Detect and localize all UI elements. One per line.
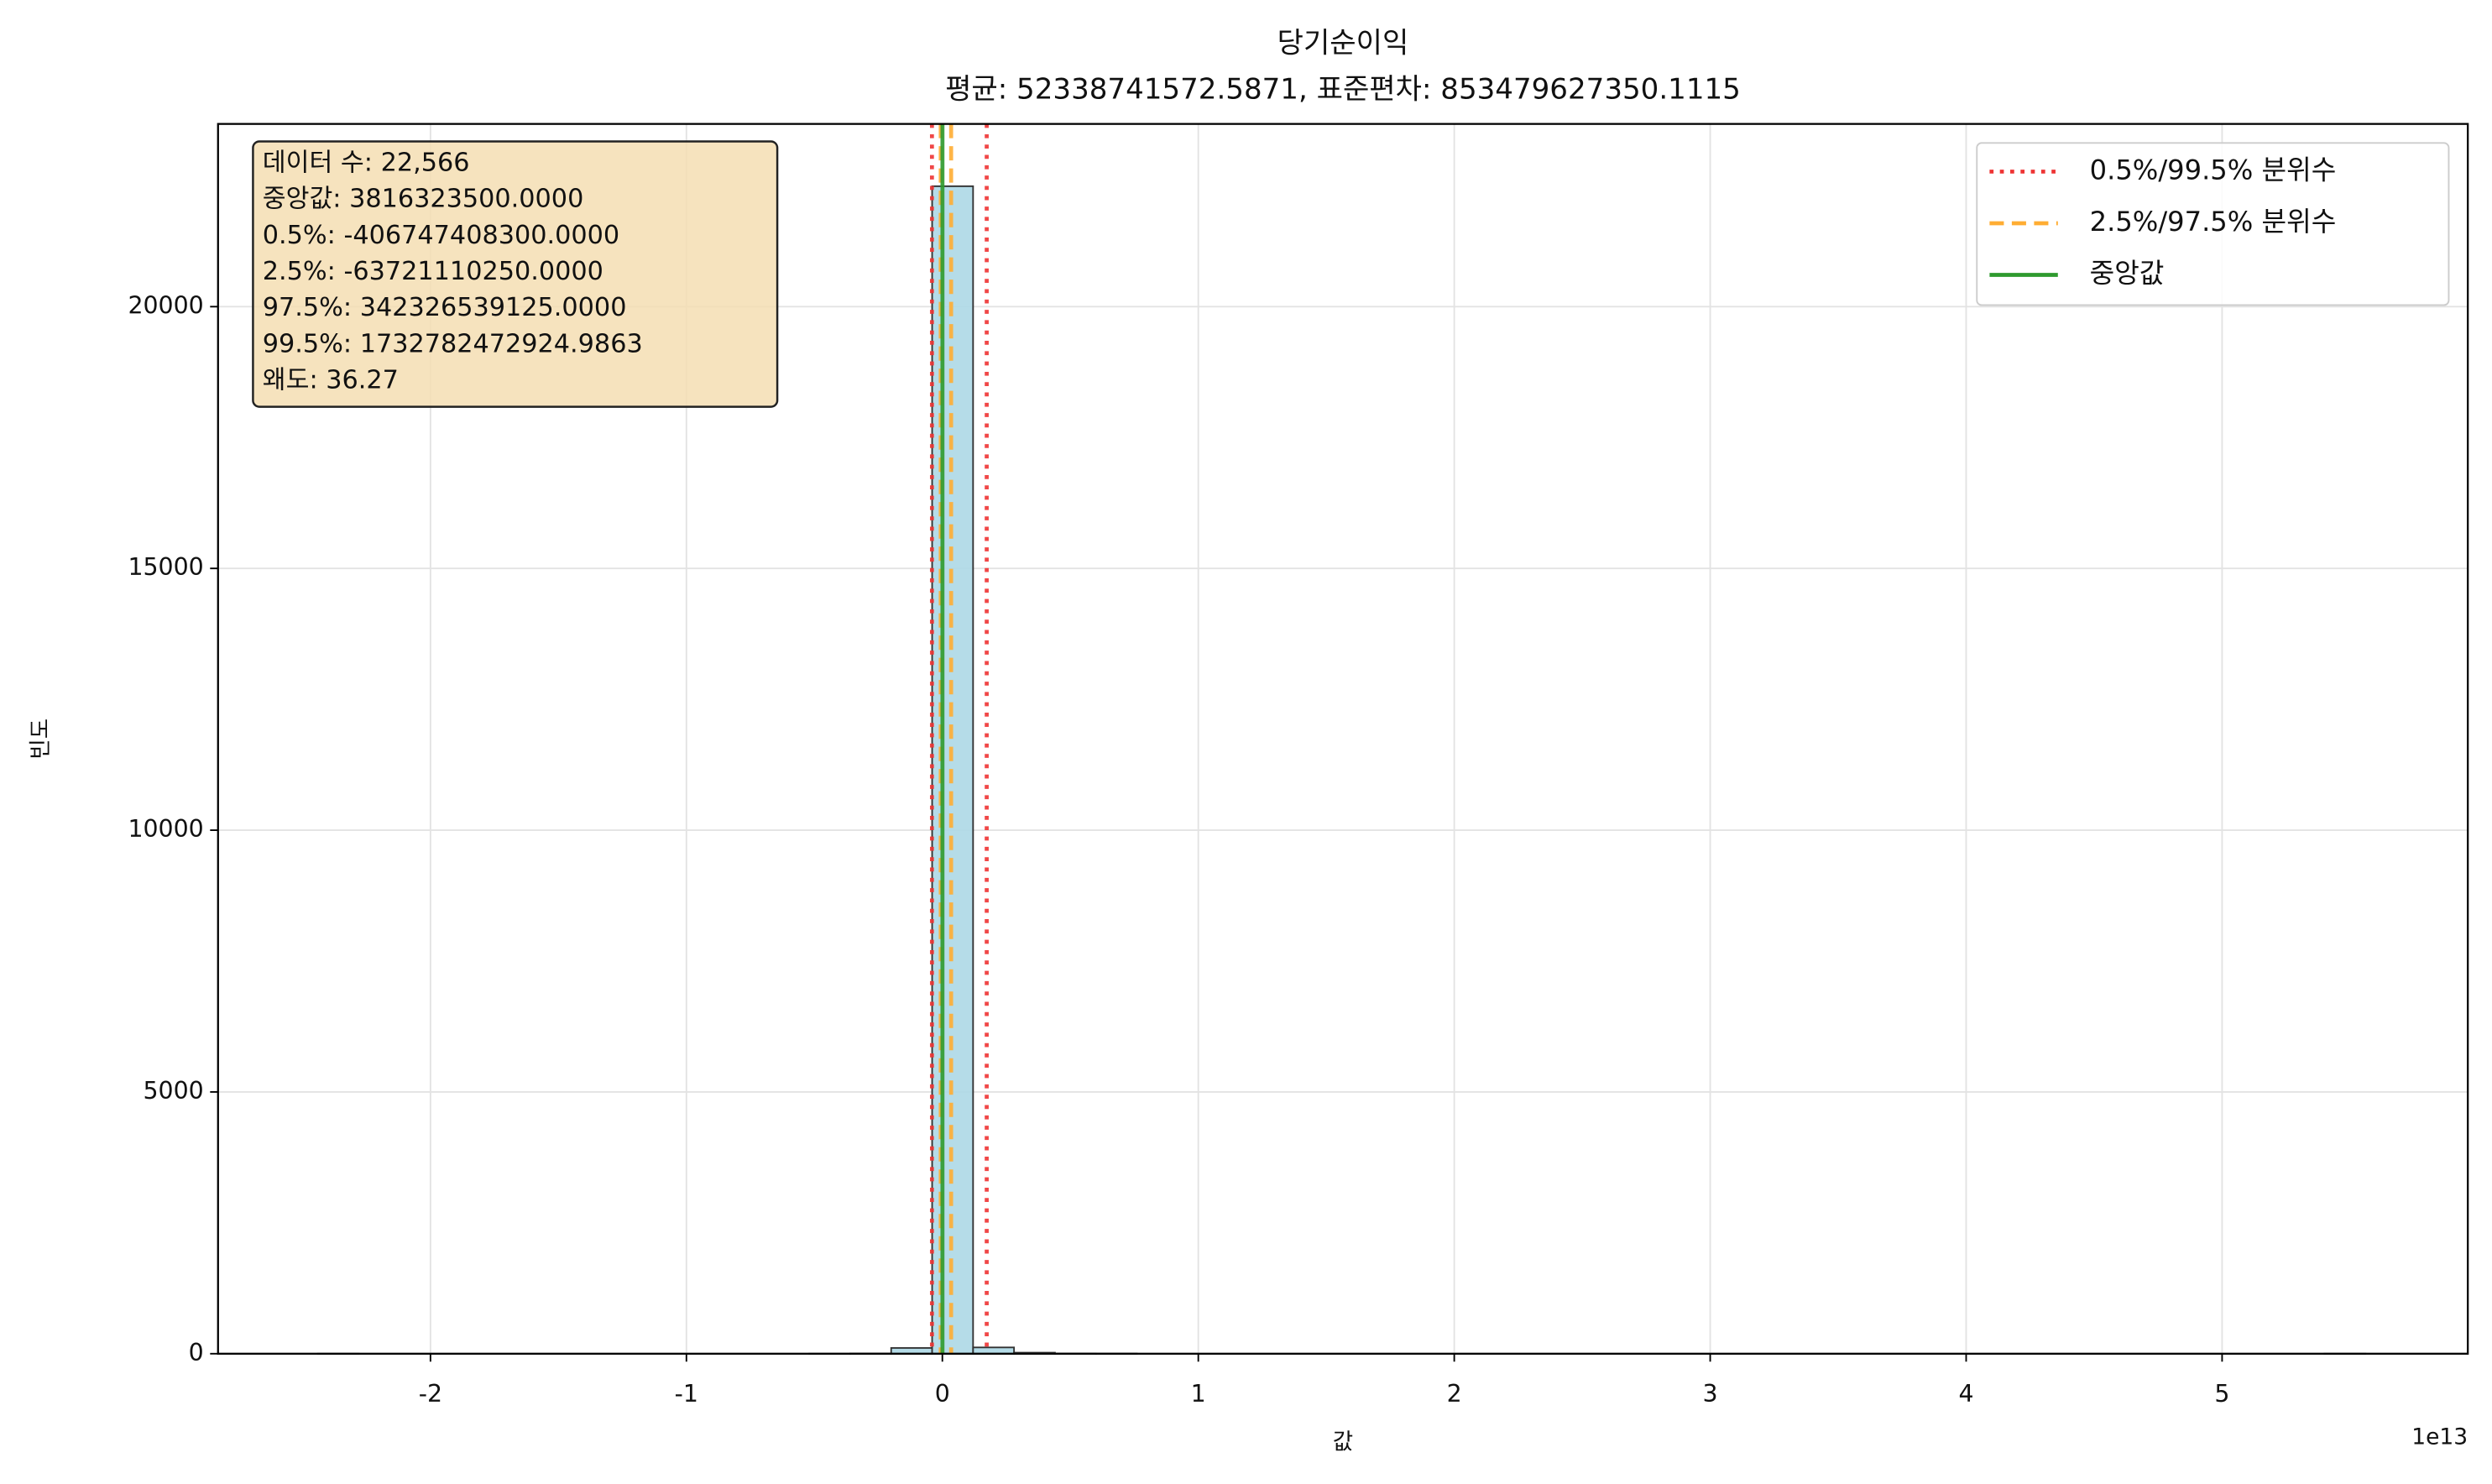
annotation-text: 0.5%: -406747408300.0000: [263, 221, 619, 250]
y-tick-label: 15000: [128, 553, 203, 581]
annotation-text: 99.5%: 1732782472924.9863: [263, 329, 643, 358]
x-tick-label: 3: [1703, 1380, 1718, 1408]
legend-box: [1976, 142, 2450, 306]
y-tick-label: 0: [189, 1339, 204, 1366]
y-axis-label: 빈도: [28, 718, 54, 760]
legend-label: 2.5%/97.5% 분위수: [2090, 206, 2337, 238]
x-tick-label: 1: [1191, 1380, 1206, 1408]
y-tick-label: 20000: [128, 291, 203, 319]
x-tick-label: -2: [419, 1380, 442, 1408]
annotation-text: 왜도: 36.27: [263, 365, 399, 395]
annotation-box: [252, 140, 779, 408]
chart-title: 당기순이익: [1277, 27, 1409, 60]
annotation-text: 97.5%: 342326539125.0000: [263, 293, 627, 322]
x-tick-label: 0: [935, 1380, 950, 1408]
x-offset-label: 1e13: [2411, 1424, 2468, 1450]
x-axis-label: 값: [1333, 1429, 1353, 1455]
x-tick-label: 5: [2214, 1380, 2229, 1408]
legend-label: 중앙값: [2090, 257, 2165, 289]
plot-frame: [217, 123, 2469, 1355]
x-tick-label: -1: [675, 1380, 698, 1408]
y-tick-label: 5000: [144, 1077, 204, 1105]
legend-label: 0.5%/99.5% 분위수: [2090, 154, 2337, 186]
annotation-text: 중앙값: 3816323500.0000: [263, 185, 584, 214]
x-tick-label: 2: [1447, 1380, 1462, 1408]
annotation-text: 데이터 수: 22,566: [263, 148, 470, 177]
x-tick-label: 4: [1958, 1380, 1973, 1408]
y-tick-label: 10000: [128, 815, 203, 843]
annotation-text: 2.5%: -63721110250.0000: [263, 257, 603, 286]
chart-subtitle: 평균: 52338741572.5871, 표준편차: 853479627350…: [945, 72, 1741, 106]
